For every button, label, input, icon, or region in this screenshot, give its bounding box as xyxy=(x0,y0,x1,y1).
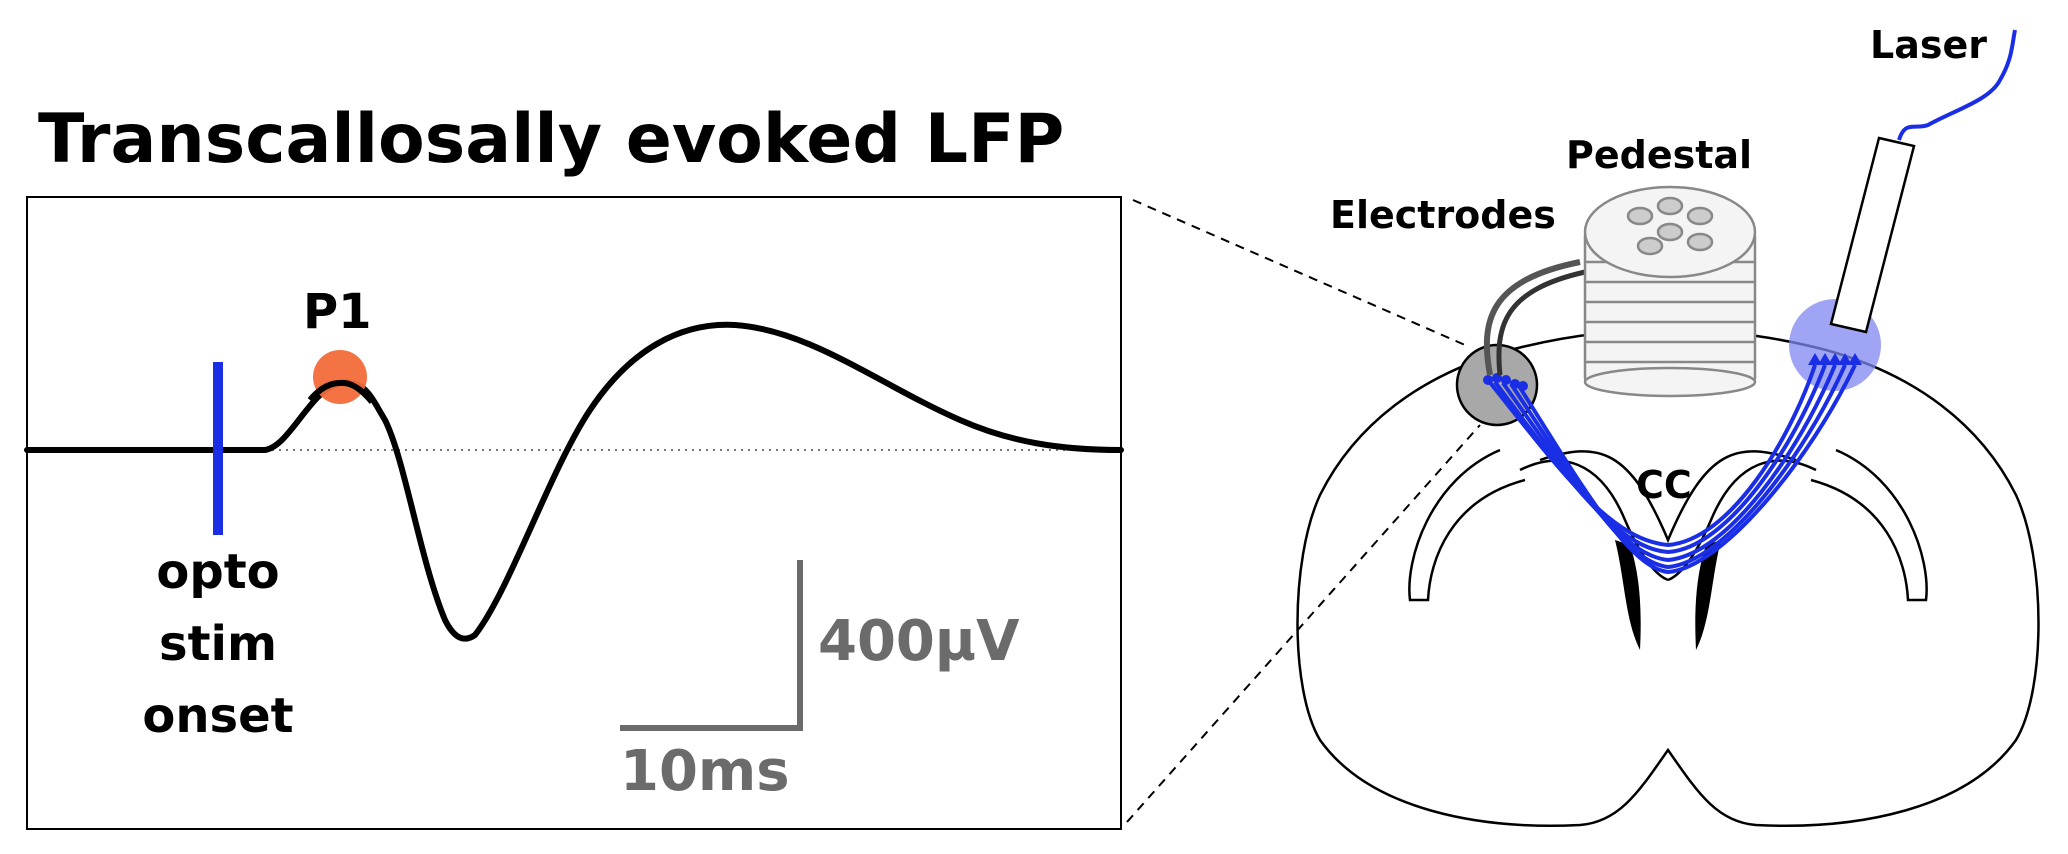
figure-title: Transcallosally evoked LFP xyxy=(38,100,1064,179)
zoom-line-top xyxy=(1132,199,1466,346)
axon-terminals xyxy=(1808,353,1862,365)
stim-label-line1: opto xyxy=(156,544,279,600)
p1-label: P1 xyxy=(303,284,372,340)
pedestal-label: Pedestal xyxy=(1566,133,1752,177)
pedestal-connector-icon xyxy=(1583,185,1757,398)
right-ventricle xyxy=(1695,540,1721,650)
lfp-trace xyxy=(24,321,1124,642)
laser-label: Laser xyxy=(1870,23,1987,67)
cc-label: CC xyxy=(1636,463,1692,507)
optic-fiber-icon xyxy=(1829,29,2017,334)
lfp-panel-frame xyxy=(26,196,1122,830)
p1-marker xyxy=(313,350,367,404)
scale-voltage-label: 400µV xyxy=(818,609,1020,674)
left-ventricle xyxy=(1615,540,1641,650)
electrode-tips xyxy=(1483,373,1528,391)
p1-trace-overlay xyxy=(307,379,375,404)
callosal-axons xyxy=(1486,364,1857,575)
stim-label-line3: onset xyxy=(142,688,293,744)
electrode-wires-2 xyxy=(1496,269,1586,376)
scale-bar xyxy=(620,560,803,731)
electrodes-label: Electrodes xyxy=(1330,193,1556,237)
scale-time-label: 10ms xyxy=(620,739,790,804)
stim-label-line2: stim xyxy=(159,616,277,672)
zoom-line-bottom xyxy=(1126,424,1481,823)
electrode-wires xyxy=(1483,259,1581,376)
brain-section-icon xyxy=(1296,328,2040,827)
